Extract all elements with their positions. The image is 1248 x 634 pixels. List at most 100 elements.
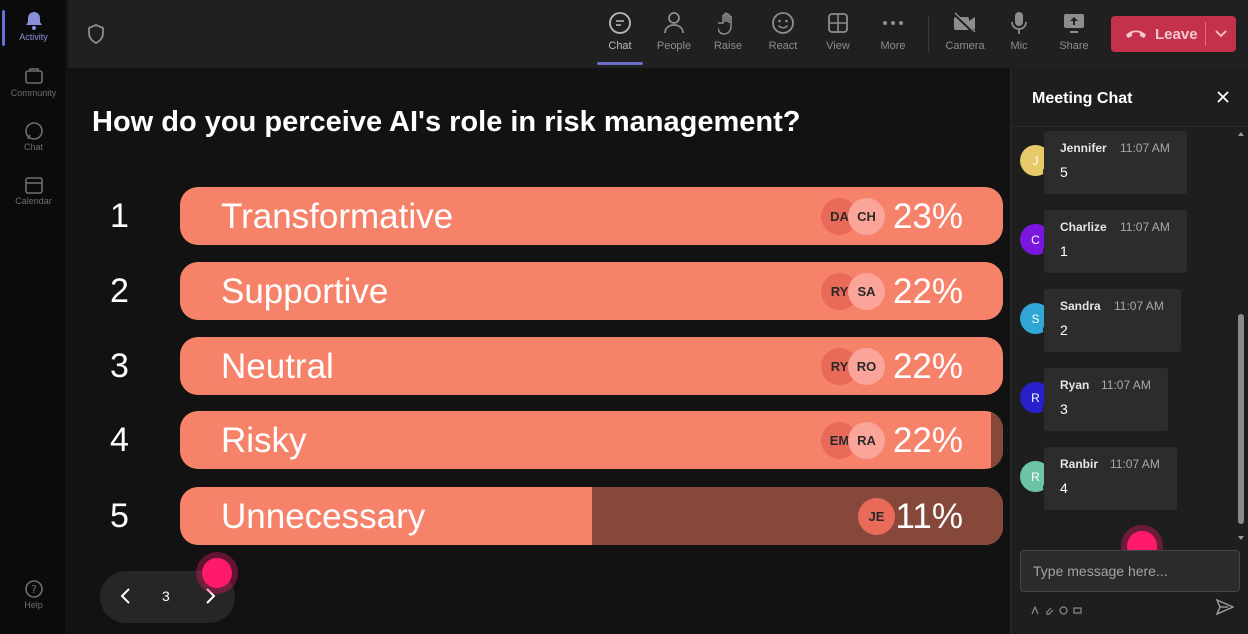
rail-item-chat[interactable]: Chat [0, 120, 67, 152]
option-number: 5 [110, 497, 129, 535]
sender-name: Sandra [1060, 299, 1101, 313]
toolbar-mic-button[interactable]: Mic [994, 10, 1044, 52]
chat-message-input[interactable] [1020, 550, 1240, 592]
more-icon [880, 10, 906, 36]
shield-icon[interactable] [87, 24, 105, 49]
option-label: Risky [221, 421, 307, 460]
bell-icon [23, 10, 45, 32]
scroll-down-icon[interactable] [1237, 534, 1245, 542]
bar-remainder [990, 411, 1003, 469]
toolbar-label: React [768, 40, 798, 52]
poll-results-panel: How do you perceive AI's role in risk ma… [68, 68, 1010, 634]
chevron-right-icon[interactable] [200, 585, 220, 612]
toolbar-chat-button[interactable]: Chat [595, 10, 645, 52]
rail-item-label: Activity [19, 32, 48, 42]
toolbar-label: View [826, 40, 850, 52]
rail-item-calendar[interactable]: Calendar [0, 174, 67, 206]
close-icon[interactable] [1216, 90, 1230, 109]
toolbar-more-button[interactable]: More [868, 10, 918, 52]
option-label: Neutral [221, 347, 334, 386]
sender-name: Charlize [1060, 220, 1107, 234]
option-number: 4 [110, 421, 129, 459]
message-text: 5 [1060, 164, 1068, 180]
community-icon [23, 66, 45, 88]
poll-question: How do you perceive AI's role in risk ma… [92, 106, 801, 138]
toolbar-people-button[interactable]: People [649, 10, 699, 52]
format-icon[interactable] [1031, 602, 1040, 615]
option-percentage: 23% [892, 197, 963, 236]
option-result-bar: Unnecessary JE 11% [180, 487, 1003, 545]
option-percentage: 22% [892, 421, 963, 460]
rail-item-label: Help [24, 600, 43, 610]
option-label: Unnecessary [221, 497, 426, 536]
toolbar-label: Share [1059, 40, 1089, 52]
page-number: 3 [162, 588, 170, 604]
bar-remainder [591, 487, 1003, 545]
toolbar-divider [928, 16, 929, 52]
chat-icon [23, 120, 45, 142]
chevron-left-icon[interactable] [116, 585, 136, 612]
toolbar-label: More [880, 40, 906, 52]
option-percentage: 22% [892, 347, 963, 386]
mic-icon [1006, 10, 1032, 36]
chat-scrollbar[interactable] [1236, 130, 1246, 542]
message-text: 2 [1060, 322, 1068, 338]
rail-item-help[interactable]: ? Help [0, 578, 67, 610]
scroll-up-icon[interactable] [1237, 130, 1245, 138]
gif-icon[interactable] [1073, 602, 1082, 614]
sender-name: Jennifer [1060, 141, 1107, 155]
attach-icon[interactable] [1045, 602, 1054, 615]
toolbar-camera-button[interactable]: Camera [940, 10, 990, 52]
message-text: 1 [1060, 243, 1068, 259]
message-bubble: Jennifer 11:07 AM 5 [1044, 131, 1187, 194]
option-result-bar: Neutral RY RO 22% [180, 337, 1003, 395]
leave-button[interactable]: Leave [1111, 16, 1236, 52]
avatar-initial: R [1031, 390, 1040, 405]
option-label: Transformative [221, 197, 454, 236]
option-result-bar: Risky EM RA 22% [180, 411, 1003, 469]
option-number: 3 [110, 347, 129, 385]
share-icon [1061, 10, 1087, 36]
view-icon [825, 10, 851, 36]
sender-name: Ryan [1060, 378, 1090, 392]
rail-item-activity[interactable]: Activity [0, 10, 67, 42]
camera-off-icon [952, 10, 978, 36]
toolbar-view-button[interactable]: View [813, 10, 863, 52]
toolbar-label: Chat [608, 40, 632, 52]
calendar-icon [23, 174, 45, 196]
raise-hand-icon [715, 10, 741, 36]
emoji-icon[interactable] [1059, 602, 1068, 615]
chevron-down-icon[interactable] [1214, 26, 1228, 44]
poll-option-row: 4 Risky EM RA 22% [92, 411, 1004, 469]
leave-divider [1205, 22, 1206, 46]
scrollbar-thumb[interactable] [1238, 314, 1244, 524]
option-result-bar: Transformative DA CH 23% [180, 187, 1003, 245]
option-number: 1 [110, 197, 129, 235]
option-percentage: 22% [892, 272, 963, 311]
toolbar-share-button[interactable]: Share [1049, 10, 1099, 52]
message-bubble: Ranbir 11:07 AM 4 [1044, 447, 1177, 510]
send-icon[interactable] [1215, 598, 1235, 621]
toolbar-raise-button[interactable]: Raise [703, 10, 753, 52]
message-bubble: Charlize 11:07 AM 1 [1044, 210, 1187, 273]
chat-divider [1011, 126, 1248, 127]
message-bubble: Ryan 11:07 AM 3 [1044, 368, 1168, 431]
meeting-toolbar: Chat People Raise React View More [68, 0, 1248, 68]
sender-name: Ranbir [1060, 457, 1099, 471]
active-tab-indicator [597, 62, 643, 65]
message-time: 11:07 AM [1120, 141, 1170, 155]
avatar: RO [848, 348, 885, 385]
avatar: RA [848, 422, 885, 459]
poll-option-row: 2 Supportive RY SA 22% [92, 262, 1004, 320]
rail-item-community[interactable]: Community [0, 66, 67, 98]
rail-item-label: Community [10, 88, 57, 98]
message-time: 11:07 AM [1120, 220, 1170, 234]
toolbar-react-button[interactable]: React [758, 10, 808, 52]
app-rail: Activity Community Chat Calendar ? Help [0, 0, 67, 634]
avatar-initial: S [1031, 311, 1040, 326]
toolbar-label: Raise [713, 40, 743, 52]
option-percentage: 11% [895, 497, 963, 536]
poll-option-row: 5 Unnecessary JE 11% [92, 487, 1004, 545]
rail-item-label: Chat [23, 142, 43, 152]
phone-hangup-icon [1125, 26, 1147, 43]
